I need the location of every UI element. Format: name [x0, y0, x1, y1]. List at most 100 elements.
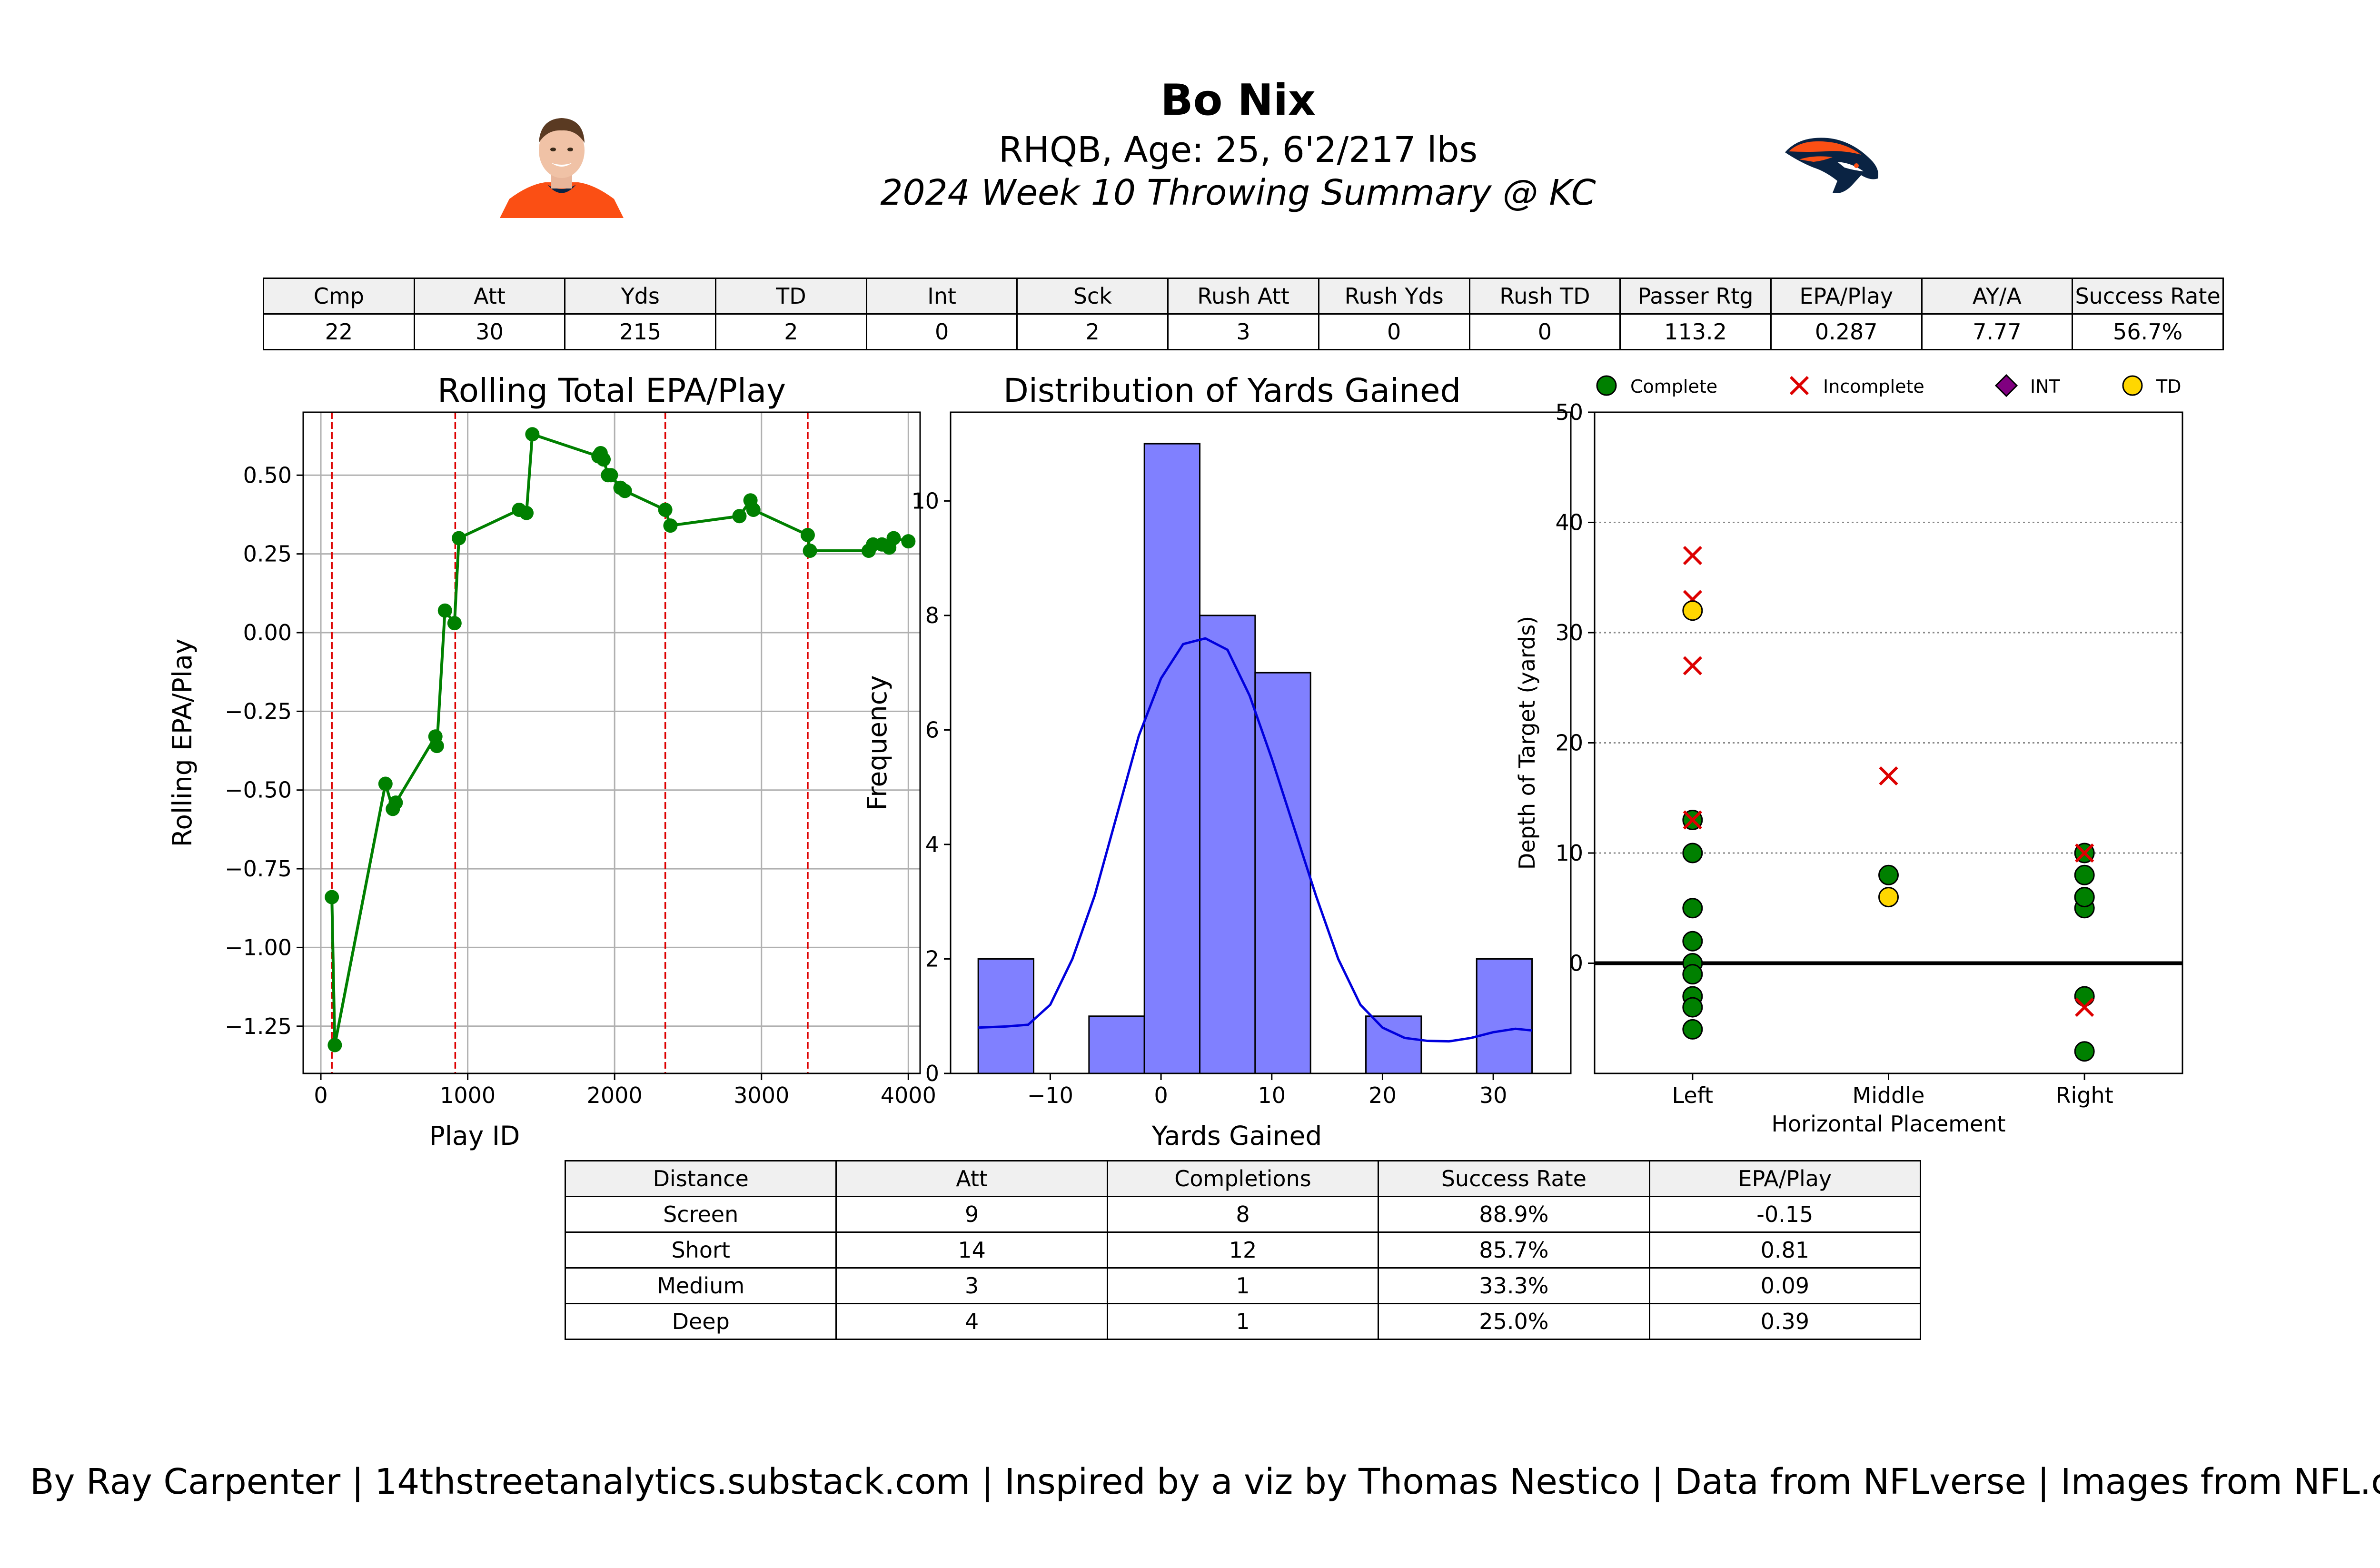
td-marker — [1878, 887, 1899, 908]
rolling-epa-point — [800, 527, 815, 542]
x-tick-label: 30 — [1479, 1082, 1507, 1108]
rolling-epa-point — [325, 890, 339, 904]
plot-frame — [950, 411, 1572, 1074]
yards-histogram-chart: −10 0 10 20 30 0 2 4 6 8 10 Distribution of Yards G… — [862, 372, 1572, 1151]
distance-cell: 9 — [835, 1196, 1108, 1233]
summary-value-cell: 0 — [1318, 313, 1470, 350]
distance-row: Screen 9 8 88.9% -0.15 — [564, 1196, 1922, 1233]
distance-cell: Medium — [564, 1267, 837, 1304]
y-tick-label: 8 — [925, 603, 939, 628]
x-tick-label: 1000 — [440, 1082, 496, 1108]
x-tick-label: Right — [2056, 1082, 2113, 1108]
rolling-epa-point — [429, 739, 444, 754]
summary-header-cell: Rush Yds — [1318, 278, 1470, 315]
y-tick-label: 2 — [925, 946, 939, 972]
kde-curve — [978, 637, 1532, 1043]
complete-marker — [1682, 1019, 1703, 1040]
y-tick-label: 6 — [925, 717, 939, 743]
distance-cell: 3 — [835, 1267, 1108, 1304]
rolling-epa-point — [803, 544, 817, 558]
distance-cell: 33.3% — [1378, 1267, 1650, 1304]
summary-value-cell: 7.77 — [1921, 313, 2073, 350]
incomplete-marker — [2075, 843, 2094, 863]
distance-cell: 4 — [835, 1303, 1108, 1340]
rolling-epa-point — [378, 776, 393, 791]
footer-credit: By Ray Carpenter | 14thstreetanalytics.s… — [30, 1461, 2380, 1502]
histogram-bar — [977, 958, 1035, 1074]
incomplete-marker — [1683, 810, 1702, 830]
summary-header-cell: Cmp — [263, 278, 415, 315]
summary-value-cell: 2 — [1016, 313, 1169, 350]
complete-marker — [2074, 864, 2095, 885]
summary-value-cell: 215 — [564, 313, 717, 350]
distance-header-cell: EPA/Play — [1648, 1160, 1922, 1197]
summary-value-cell: 0.287 — [1770, 313, 1923, 350]
complete-marker — [1682, 898, 1703, 919]
complete-marker — [1682, 964, 1703, 985]
distance-cell: 85.7% — [1378, 1231, 1650, 1269]
complete-marker — [1878, 864, 1899, 885]
y-tick-label: 0.50 — [243, 462, 292, 488]
summary-header-cell: Success Rate — [2072, 278, 2224, 315]
y-tick-label: 30 — [1555, 620, 1583, 645]
distance-row: Deep 4 1 25.0% 0.39 — [564, 1303, 1922, 1340]
incomplete-marker — [1879, 766, 1898, 786]
y-tick-label: 0 — [925, 1061, 939, 1086]
distance-cell: Screen — [564, 1196, 837, 1233]
summary-value-cell: 22 — [263, 313, 415, 350]
summary-header-cell: AY/A — [1921, 278, 2073, 315]
summary-values-row: 22 30 215 2 0 2 3 0 0 113.2 0.287 7.77 56.7% — [263, 313, 2224, 350]
y-tick-label: 4 — [925, 832, 939, 857]
rolling-epa-point — [525, 427, 540, 442]
legend-label: TD — [2156, 376, 2181, 397]
y-axis-label: Rolling EPA/Play — [167, 639, 198, 847]
legend-td-marker — [2122, 375, 2143, 396]
chart-title: Rolling Total EPA/Play — [437, 372, 786, 410]
x-tick-label: −10 — [1027, 1082, 1073, 1108]
summary-header-cell: Yds — [564, 278, 717, 315]
rolling-epa-point — [604, 468, 618, 483]
summary-header-cell: Sck — [1016, 278, 1169, 315]
rolling-epa-point — [663, 518, 678, 533]
legend-label: INT — [2030, 376, 2061, 397]
y-tick-label: −0.50 — [225, 777, 292, 803]
summary-stats-table: Cmp Att Yds TD Int Sck Rush Att Rush Yds Rush TD… — [263, 278, 2224, 350]
complete-marker — [1682, 843, 1703, 863]
chart-title: Distribution of Yards Gained — [1003, 372, 1461, 410]
y-axis-label: Depth of Target (yards) — [1514, 616, 1540, 870]
summary-header-cell: Att — [413, 278, 566, 315]
x-tick-label: Middle — [1853, 1082, 1925, 1108]
distance-cell: 0.81 — [1648, 1231, 1922, 1269]
distance-cell: 1 — [1106, 1303, 1379, 1340]
y-tick-label: 20 — [1555, 730, 1583, 756]
distance-header-cell: Att — [835, 1160, 1108, 1197]
x-tick-label: 20 — [1368, 1082, 1397, 1108]
summary-header-cell: Int — [865, 278, 1018, 315]
rolling-epa-point — [901, 534, 916, 549]
target-depth-scatter-chart: Left Middle Right 0 10 20 30 40 50 Horizontal Pla… — [1514, 374, 2183, 1137]
summary-value-cell: 0 — [865, 313, 1018, 350]
x-tick-label: 0 — [314, 1082, 327, 1108]
summary-header-cell: Rush TD — [1468, 278, 1621, 315]
x-axis-label: Yards Gained — [1151, 1121, 1322, 1151]
rolling-epa-point — [388, 795, 403, 810]
distance-cell: 12 — [1106, 1231, 1379, 1269]
histogram-bar — [1199, 615, 1256, 1074]
y-axis-label: Frequency — [862, 675, 892, 810]
summary-header-row: Cmp Att Yds TD Int Sck Rush Att Rush Yds Rush TD… — [263, 278, 2224, 315]
rolling-epa-point — [437, 603, 452, 618]
rolling-epa-point — [617, 484, 632, 498]
distance-header-row: Distance Att Completions Success Rate EPA/Pl… — [564, 1160, 1922, 1197]
rolling-epa-point — [452, 531, 466, 546]
y-tick-label: 10 — [911, 488, 939, 514]
summary-header-cell: Rush Att — [1167, 278, 1319, 315]
y-tick-label: −1.25 — [225, 1013, 292, 1039]
rolling-epa-point — [447, 616, 462, 631]
histogram-bar — [1143, 443, 1201, 1074]
complete-marker — [1682, 931, 1703, 952]
incomplete-marker — [1683, 656, 1702, 675]
distance-header-cell: Success Rate — [1378, 1160, 1650, 1197]
distance-cell: 14 — [835, 1231, 1108, 1269]
x-axis-label: Play ID — [429, 1121, 520, 1151]
legend-incomplete-marker — [1789, 376, 1809, 396]
